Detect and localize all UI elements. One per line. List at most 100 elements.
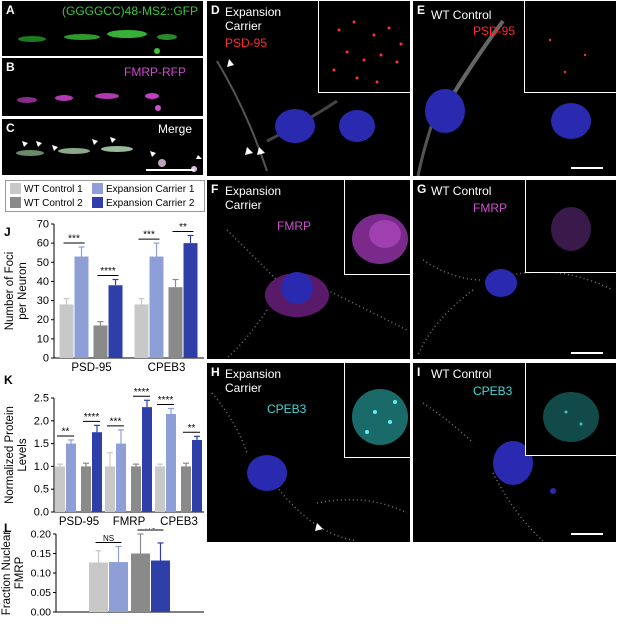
- y-axis-label: FMRP: [14, 556, 26, 589]
- y-tick-label: 0.05: [31, 587, 52, 599]
- panel-g-title-1: WT Control: [431, 184, 492, 198]
- y-tick-label: 0.15: [31, 548, 52, 560]
- bar: [155, 466, 165, 512]
- psd95-sparse-puncta: [548, 38, 587, 74]
- fmrp-faint-signal: [551, 207, 591, 251]
- panel-g-marker: FMRP: [473, 201, 507, 215]
- panel-d-title-2: Carrier: [225, 19, 262, 33]
- legend-swatch: [10, 197, 21, 208]
- y-tick-label: 10: [37, 333, 49, 345]
- panel-b-label: B: [6, 60, 15, 74]
- x-tick-label: PSD-95: [71, 362, 111, 374]
- y-tick-label: 40: [37, 276, 49, 288]
- panel-e-marker: PSD-95: [473, 24, 516, 38]
- significance-label: **: [179, 222, 187, 233]
- legend-swatch: [92, 183, 103, 194]
- y-tick-label: 20: [37, 314, 49, 326]
- panel-j-label: J: [4, 225, 11, 239]
- y-tick-label: 2.5: [34, 393, 49, 405]
- bar: [109, 562, 128, 612]
- cpeb3-faint-signal: [543, 392, 599, 442]
- y-tick-label: 50: [37, 257, 49, 269]
- legend-label: WT Control 1: [24, 184, 83, 195]
- x-tick-label: CPEB3: [148, 362, 186, 374]
- legend-swatch: [92, 197, 103, 208]
- gfp-puncta: [18, 30, 177, 54]
- legend-item: WT Control 1: [10, 183, 83, 195]
- panel-e-label: E: [417, 3, 426, 17]
- panel-i-cells: [422, 402, 556, 542]
- significance-label: ***: [143, 230, 155, 241]
- cpeb3-signal: [352, 389, 408, 445]
- y-tick-label: 0.0: [34, 507, 49, 519]
- panel-h-marker: CPEB3: [267, 402, 307, 416]
- panel-a-image: A (GGGGCC)48-MS2::GFP: [2, 1, 203, 56]
- bar: [142, 407, 152, 512]
- y-axis-label: per Neuron: [17, 262, 29, 320]
- x-tick-label: PSD-95: [59, 516, 99, 528]
- panel-d-label: D: [211, 3, 220, 17]
- panel-a-label: A: [6, 3, 15, 17]
- panel-f-cells: [226, 229, 408, 359]
- significance-label: NS: [145, 528, 156, 531]
- significance-label: ****: [158, 395, 174, 406]
- significance-label: ****: [134, 387, 150, 398]
- bar: [192, 439, 202, 512]
- y-tick-label: 0: [43, 353, 49, 365]
- panel-i-inset: [525, 363, 616, 456]
- y-tick-label: 1.0: [34, 461, 49, 473]
- bar: [151, 560, 170, 612]
- panel-f-marker: FMRP: [277, 219, 311, 233]
- bar: [149, 256, 164, 358]
- panel-e-image: E WT Control PSD-95: [413, 1, 616, 176]
- legend-label: Expansion Carrier 2: [106, 198, 195, 209]
- panel-f-title-2: Carrier: [225, 198, 262, 212]
- y-axis-label: Number of Foci: [4, 252, 16, 331]
- y-tick-label: 0.00: [31, 607, 52, 619]
- bar: [131, 553, 150, 612]
- rfp-puncta: [17, 93, 161, 111]
- panel-l-label: L: [4, 521, 12, 535]
- significance-label: ***: [68, 233, 80, 244]
- scale-bar: [146, 169, 194, 171]
- scale-bar: [571, 167, 603, 169]
- bar: [183, 243, 198, 358]
- significance-label: ****: [84, 412, 100, 423]
- panel-h-image: H Expansion Carrier CPEB3: [207, 363, 410, 542]
- panel-b-caption: FMRP-RFP: [124, 65, 186, 79]
- bar: [66, 443, 76, 512]
- fmrp-signal: [352, 214, 408, 264]
- panel-i-marker: CPEB3: [473, 384, 513, 398]
- panel-e-cells: [416, 19, 591, 176]
- y-tick-label: 0.10: [31, 568, 52, 580]
- panel-e-inset: [524, 1, 616, 93]
- y-tick-label: 0.5: [34, 484, 49, 496]
- significance-label: ***: [110, 416, 122, 427]
- panel-f-label: F: [211, 182, 219, 196]
- bar: [108, 285, 123, 358]
- legend-item: Expansion Carrier 1: [92, 183, 194, 195]
- panel-h-title-1: Expansion: [225, 367, 282, 381]
- panel-c-image: C Merge: [2, 119, 203, 175]
- bar: [74, 256, 89, 358]
- chart-j: 0 10 20 30 40 50 60 70 Number of Foci per Neuron P…: [4, 219, 204, 374]
- panel-d-marker: PSD-95: [225, 36, 268, 50]
- panel-g-label: G: [417, 182, 427, 196]
- y-axis-label: Normalized Protein: [4, 406, 16, 504]
- panel-a-caption: (GGGGCC)48-MS2::GFP: [62, 4, 199, 18]
- significance-label: **: [62, 426, 70, 437]
- bar: [55, 466, 65, 512]
- panel-d-title-1: Expansion: [225, 5, 282, 19]
- scale-bar: [571, 533, 603, 535]
- bar: [81, 466, 91, 512]
- legend-label: WT Control 2: [24, 198, 83, 209]
- significance-label: **: [188, 423, 196, 434]
- panel-k-label: K: [4, 373, 13, 387]
- y-tick-label: 60: [37, 238, 49, 250]
- panel-h-cells: [211, 392, 408, 542]
- panel-h-inset: [344, 363, 410, 458]
- bar: [166, 413, 176, 512]
- y-tick-label: 1.5: [34, 438, 49, 450]
- y-tick-label: 30: [37, 295, 49, 307]
- panel-i-title-1: WT Control: [431, 367, 492, 381]
